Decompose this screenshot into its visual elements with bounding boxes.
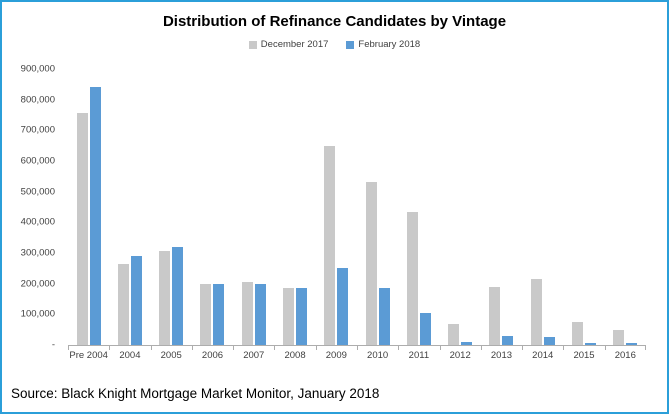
- category-group-2007: [233, 282, 274, 345]
- bar-december-2017-2011: [406, 212, 418, 345]
- x-axis-tick: [150, 346, 152, 350]
- bar-december-2017-2004: [117, 264, 129, 345]
- x-axis-tick: [357, 346, 358, 350]
- bar-february-2018-2012: [461, 342, 473, 345]
- bar-december-2017-2010: [365, 182, 377, 345]
- bar-december-2017-2015: [572, 322, 584, 345]
- category-group-2010: [357, 182, 398, 345]
- bar-february-2018-2015: [585, 343, 597, 345]
- x-axis-label-2014: 2014: [532, 350, 554, 361]
- y-axis-tick-label: 700,000: [20, 124, 55, 136]
- x-axis-label-2009: 2009: [325, 350, 347, 361]
- x-axis-label-2004: 2004: [119, 350, 141, 361]
- bar-december-2017-2008: [283, 288, 295, 345]
- x-axis: Pre 2004 2004 2005 2006 2007 2008 2009 2010 2011…: [68, 345, 646, 361]
- bar-february-2018-2016: [626, 343, 638, 345]
- x-axis-tick: [604, 346, 606, 350]
- legend-item-december-2017: December 2017: [248, 39, 329, 50]
- bar-december-2017-2014: [530, 279, 542, 345]
- bar-february-2018-2005: [172, 247, 184, 345]
- category-group-2016: [605, 330, 646, 345]
- x-axis-tick: [274, 346, 276, 350]
- x-axis-label-2008: 2008: [284, 350, 306, 361]
- bar-february-2018-2004: [130, 256, 142, 345]
- x-axis-tick: [315, 346, 317, 350]
- bar-december-2017-2012: [448, 324, 460, 345]
- y-axis-tick-label: 400,000: [20, 216, 55, 228]
- chart-title: Distribution of Refinance Candidates by …: [162, 13, 507, 30]
- bar-february-2018-2014: [543, 337, 555, 345]
- x-axis-tick: [233, 346, 235, 350]
- bar-february-2018-2007: [254, 284, 266, 345]
- bar-february-2018-2008: [296, 288, 308, 345]
- x-axis-tick: [480, 346, 482, 350]
- bar-chart: - 100,000 200,000 300,000 400,000 500,000 600,…: [2, 59, 646, 361]
- x-axis-tick: [563, 346, 565, 350]
- bar-december-2017-2005: [159, 251, 171, 345]
- x-axis-label-2007: 2007: [243, 350, 265, 361]
- y-axis-tick-label: 200,000: [20, 278, 55, 290]
- y-axis-tick-label: 900,000: [20, 63, 55, 75]
- source-caption: Source: Black Knight Mortgage Market Mon…: [11, 386, 380, 401]
- bar-february-2018-2006: [213, 284, 225, 345]
- x-axis-tick: [191, 346, 193, 350]
- x-axis-tick: [68, 346, 69, 350]
- bar-december-2017-2013: [489, 287, 501, 345]
- y-axis-tick-label: 600,000: [20, 155, 55, 167]
- x-axis-label-2006: 2006: [201, 350, 224, 361]
- x-axis-label-2012: 2012: [449, 350, 471, 361]
- bar-december-2017-2006: [200, 284, 212, 345]
- y-axis-tick-label: 100,000: [20, 308, 55, 320]
- bar-december-2017-pre-2004: [76, 113, 88, 345]
- category-group-2011: [398, 212, 439, 345]
- legend-swatch-february-2018: [346, 40, 355, 49]
- category-group-2008: [274, 288, 315, 345]
- x-axis-tick: [398, 346, 400, 350]
- bar-december-2017-2009: [324, 146, 336, 345]
- category-group-2014: [522, 279, 563, 345]
- legend-label-december-2017: December 2017: [260, 39, 329, 50]
- bar-february-2018-2011: [419, 313, 431, 345]
- x-axis-label-2010: 2010: [367, 350, 389, 361]
- y-axis: - 100,000 200,000 300,000 400,000 500,000 600,…: [2, 59, 68, 351]
- y-axis-tick-label: 500,000: [20, 186, 55, 198]
- x-axis-tick: [439, 346, 441, 350]
- category-group-2015: [563, 322, 604, 345]
- x-axis-label-2013: 2013: [490, 350, 513, 361]
- x-axis-label-2015: 2015: [573, 350, 595, 361]
- category-group-2013: [481, 287, 522, 345]
- bar-february-2018-2009: [337, 268, 349, 345]
- y-axis-tick-label: -: [51, 339, 55, 351]
- category-group-2006: [192, 284, 233, 345]
- x-axis-label-2011: 2011: [408, 350, 430, 361]
- bar-december-2017-2007: [241, 282, 253, 345]
- plot-wrap: Pre 2004 2004 2005 2006 2007 2008 2009 2010 2011…: [68, 59, 646, 361]
- category-group-2009: [316, 146, 357, 345]
- bar-february-2018-2010: [378, 288, 390, 345]
- y-axis-tick-label: 300,000: [20, 247, 55, 259]
- x-axis-label-2005: 2005: [160, 350, 182, 361]
- y-axis-tick-label: 800,000: [20, 94, 55, 106]
- plot-area: [68, 59, 646, 345]
- legend-item-february-2018: February 2018: [346, 39, 420, 50]
- legend-label-february-2018: February 2018: [358, 39, 421, 50]
- category-group-2005: [151, 247, 192, 345]
- x-axis-tick: [645, 346, 646, 350]
- legend-swatch-december-2017: [248, 40, 257, 49]
- category-group-pre-2004: [68, 87, 109, 345]
- bar-february-2018-2013: [502, 336, 514, 345]
- bar-february-2018-pre-2004: [89, 87, 101, 345]
- bar-december-2017-2016: [613, 330, 625, 345]
- category-group-2012: [440, 324, 481, 345]
- x-axis-tick: [522, 346, 524, 350]
- x-axis-label-pre-2004: Pre 2004: [69, 350, 108, 361]
- legend: December 2017 February 2018: [2, 39, 667, 50]
- x-axis-tick: [109, 346, 111, 350]
- x-axis-label-2016: 2016: [614, 350, 636, 361]
- category-group-2004: [109, 256, 150, 345]
